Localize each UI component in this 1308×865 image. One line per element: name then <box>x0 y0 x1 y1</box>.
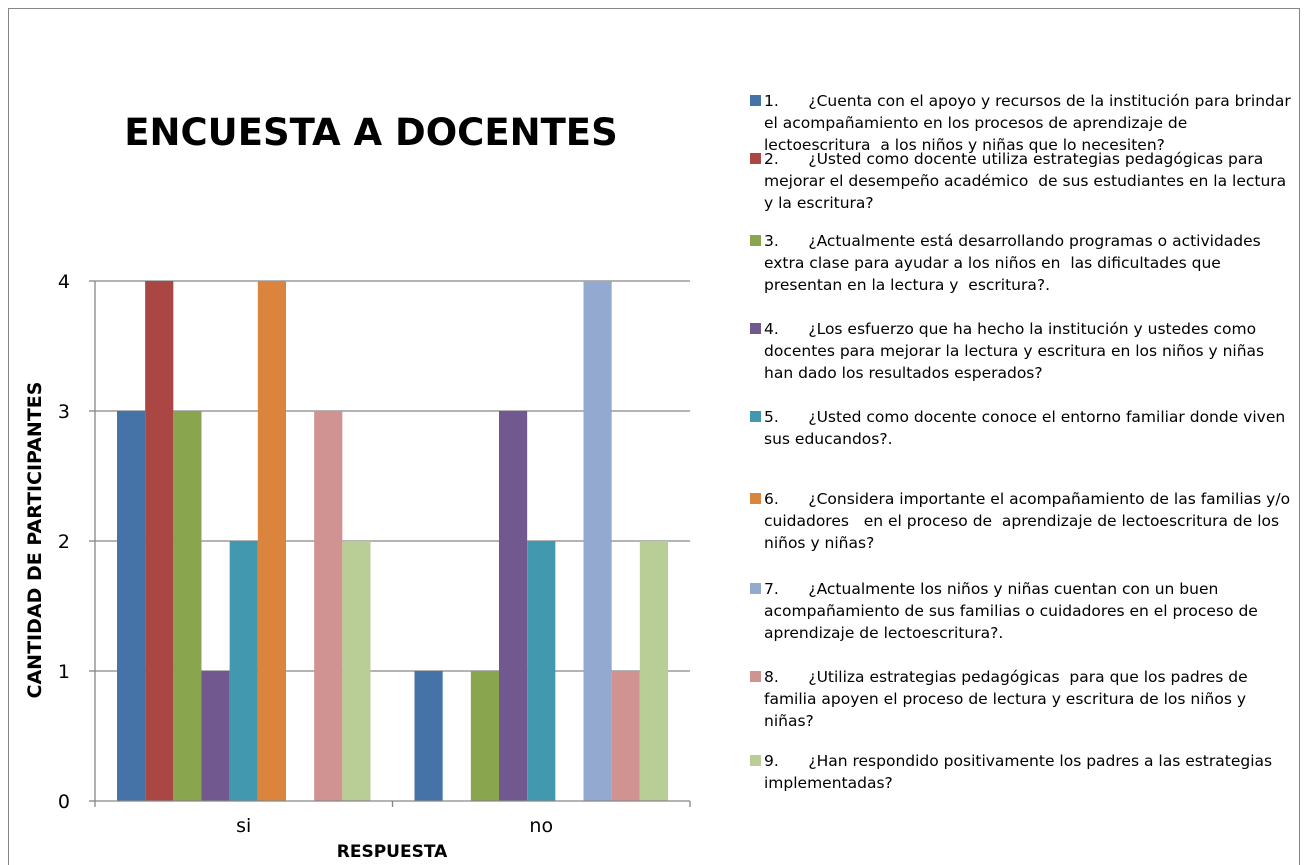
legend-swatch <box>750 95 761 106</box>
legend-item: 1. ¿Cuenta con el apoyo y recursos de la… <box>750 90 1295 156</box>
y-tick-label: 2 <box>58 531 70 553</box>
x-tick-label: no <box>529 815 553 837</box>
bar <box>499 411 528 801</box>
bar <box>314 411 343 801</box>
legend-swatch <box>750 235 761 246</box>
bar <box>342 541 371 801</box>
legend-label: 6. ¿Considera importante el acompañamien… <box>764 490 1295 552</box>
legend-item: 6. ¿Considera importante el acompañamien… <box>750 488 1295 554</box>
y-tick-label: 0 <box>58 791 70 813</box>
legend-swatch <box>750 493 761 504</box>
bar <box>414 671 443 801</box>
legend-item: 8. ¿Utiliza estrategias pedagógicas para… <box>750 666 1295 732</box>
legend-label: 8. ¿Utiliza estrategias pedagógicas para… <box>764 668 1253 730</box>
legend-label: 4. ¿Los esfuerzo que ha hecho la institu… <box>764 320 1270 382</box>
legend-label: 9. ¿Han respondido positivamente los pad… <box>764 752 1278 792</box>
legend-label: 2. ¿Usted como docente utiliza estrategi… <box>764 150 1292 212</box>
legend-item: 3. ¿Actualmente está desarrollando progr… <box>750 230 1295 296</box>
bar <box>583 281 612 801</box>
legend-item: 5. ¿Usted como docente conoce el entorno… <box>750 406 1295 450</box>
legend-swatch <box>750 411 761 422</box>
legend-swatch <box>750 153 761 164</box>
bar <box>173 411 202 801</box>
bar <box>611 671 640 801</box>
legend-label: 1. ¿Cuenta con el apoyo y recursos de la… <box>764 92 1296 154</box>
x-tick-label: si <box>236 815 251 837</box>
legend-swatch <box>750 755 761 766</box>
bar <box>145 281 174 801</box>
legend-label: 3. ¿Actualmente está desarrollando progr… <box>764 232 1266 294</box>
y-tick-label: 1 <box>58 661 70 683</box>
x-axis-label: RESPUESTA <box>337 842 448 862</box>
legend-item: 2. ¿Usted como docente utiliza estrategi… <box>750 148 1295 214</box>
legend-swatch <box>750 323 761 334</box>
legend-swatch <box>750 671 761 682</box>
bar <box>639 541 668 801</box>
y-tick-label: 4 <box>58 271 70 293</box>
bar <box>229 541 258 801</box>
chart-title: ENCUESTA A DOCENTES <box>124 111 617 154</box>
bar <box>470 671 499 801</box>
y-tick-label: 3 <box>58 401 70 423</box>
y-axis-label: CANTIDAD DE PARTICIPANTES <box>24 382 46 699</box>
bar <box>257 281 286 801</box>
legend-swatch <box>750 583 761 594</box>
legend-item: 7. ¿Actualmente los niños y niñas cuenta… <box>750 578 1295 644</box>
legend-label: 7. ¿Actualmente los niños y niñas cuenta… <box>764 580 1268 642</box>
legend-label: 5. ¿Usted como docente conoce el entorno… <box>764 408 1291 448</box>
bar <box>117 411 146 801</box>
bar <box>527 541 556 801</box>
bar <box>201 671 230 801</box>
legend-item: 9. ¿Han respondido positivamente los pad… <box>750 750 1295 794</box>
legend-item: 4. ¿Los esfuerzo que ha hecho la institu… <box>750 318 1295 384</box>
chart-border <box>8 8 1300 865</box>
